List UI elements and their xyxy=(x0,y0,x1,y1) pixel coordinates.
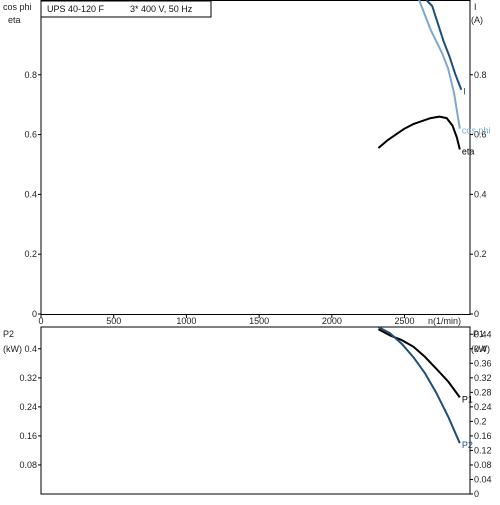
lower-right-tick-label: 0.16 xyxy=(474,431,492,441)
series-p1-label: P1 xyxy=(462,394,473,404)
x-tick-label: 500 xyxy=(106,316,121,326)
lower-left-axis-label-top: P2 xyxy=(3,329,14,339)
upper-left-tick-label: 0 xyxy=(32,309,37,319)
upper-right-tick-label: 0.4 xyxy=(474,189,487,199)
upper-right-tick-label: 0 xyxy=(474,309,479,319)
lower-right-tick-label: 0 xyxy=(474,489,479,499)
lower-right-tick-label: 0.36 xyxy=(474,358,492,368)
upper-left-tick-label: 0.6 xyxy=(24,130,37,140)
lower-right-tick-label: 0.44 xyxy=(474,329,492,339)
upper-right-tick-label: 0.6 xyxy=(474,130,487,140)
series-p1-line xyxy=(377,328,461,398)
series-cos-phi-label: cos phi xyxy=(462,126,491,136)
upper-left-tick-label: 0.8 xyxy=(24,70,37,80)
series-i-label: I xyxy=(463,87,466,97)
x-tick-label: 2000 xyxy=(322,316,342,326)
series-i-line xyxy=(425,0,463,91)
lower-left-tick-label: 0.16 xyxy=(19,431,37,441)
upper-right-axis-label-top: I xyxy=(474,2,477,12)
series-eta-line xyxy=(377,115,461,150)
upper-left-tick-label: 0.4 xyxy=(24,189,37,199)
upper-right-tick-label: 0.2 xyxy=(474,249,487,259)
lower-plot-frame xyxy=(40,326,471,495)
lower-right-tick-label: 0.12 xyxy=(474,445,492,455)
spec-label: 3* 400 V, 50 Hz xyxy=(130,4,193,14)
lower-right-tick-label: 0.24 xyxy=(474,402,492,412)
lower-right-tick-label: 0.4 xyxy=(474,344,487,354)
x-tick-label: 1500 xyxy=(249,316,269,326)
lower-right-tick-label: 0.32 xyxy=(474,373,492,383)
x-axis-label: n(1/min) xyxy=(428,316,461,326)
lower-left-tick-label: 0.24 xyxy=(19,402,37,412)
series-eta-label: eta xyxy=(462,147,475,157)
lower-left-tick-label: 0.4 xyxy=(24,344,37,354)
x-tick-label: 0 xyxy=(38,316,43,326)
series-cos-phi-line xyxy=(418,0,461,129)
x-tick-label: 2500 xyxy=(395,316,415,326)
lower-right-tick-label: 0.04 xyxy=(474,474,492,484)
upper-right-axis-label-bottom: (A) xyxy=(471,15,483,25)
series-p2-label: P2 xyxy=(462,440,473,450)
axis-ticks: 0 500 1000 1500 2000 2500 0 0.2 0.4 0.6 0.8 0 0.2 0.4… xyxy=(19,70,491,499)
lower-right-axis-label-bottom: (kW) xyxy=(471,344,490,354)
upper-plot-frame xyxy=(40,0,471,315)
plot-frames xyxy=(40,0,471,495)
lower-right-tick-label: 0.2 xyxy=(474,416,487,426)
upper-left-axis-label-top: cos phi xyxy=(3,2,32,12)
upper-right-tick-label: 0.8 xyxy=(474,70,487,80)
lower-right-tick-label: 0.28 xyxy=(474,387,492,397)
series-p2-line xyxy=(377,326,461,444)
upper-left-tick-label: 0.2 xyxy=(24,249,37,259)
lower-left-axis-label-bottom: (kW) xyxy=(3,344,22,354)
upper-left-axis-label-bottom: eta xyxy=(8,15,21,25)
model-label: UPS 40-120 F xyxy=(47,4,105,14)
lower-right-tick-label: 0.08 xyxy=(474,460,492,470)
x-tick-label: 1000 xyxy=(176,316,196,326)
chart-header: UPS 40-120 F 3* 400 V, 50 Hz xyxy=(40,0,212,18)
lower-left-tick-label: 0.08 xyxy=(19,460,37,470)
lower-left-tick-label: 0.32 xyxy=(19,373,37,383)
lower-right-axis-label-top: P1 xyxy=(473,329,484,339)
